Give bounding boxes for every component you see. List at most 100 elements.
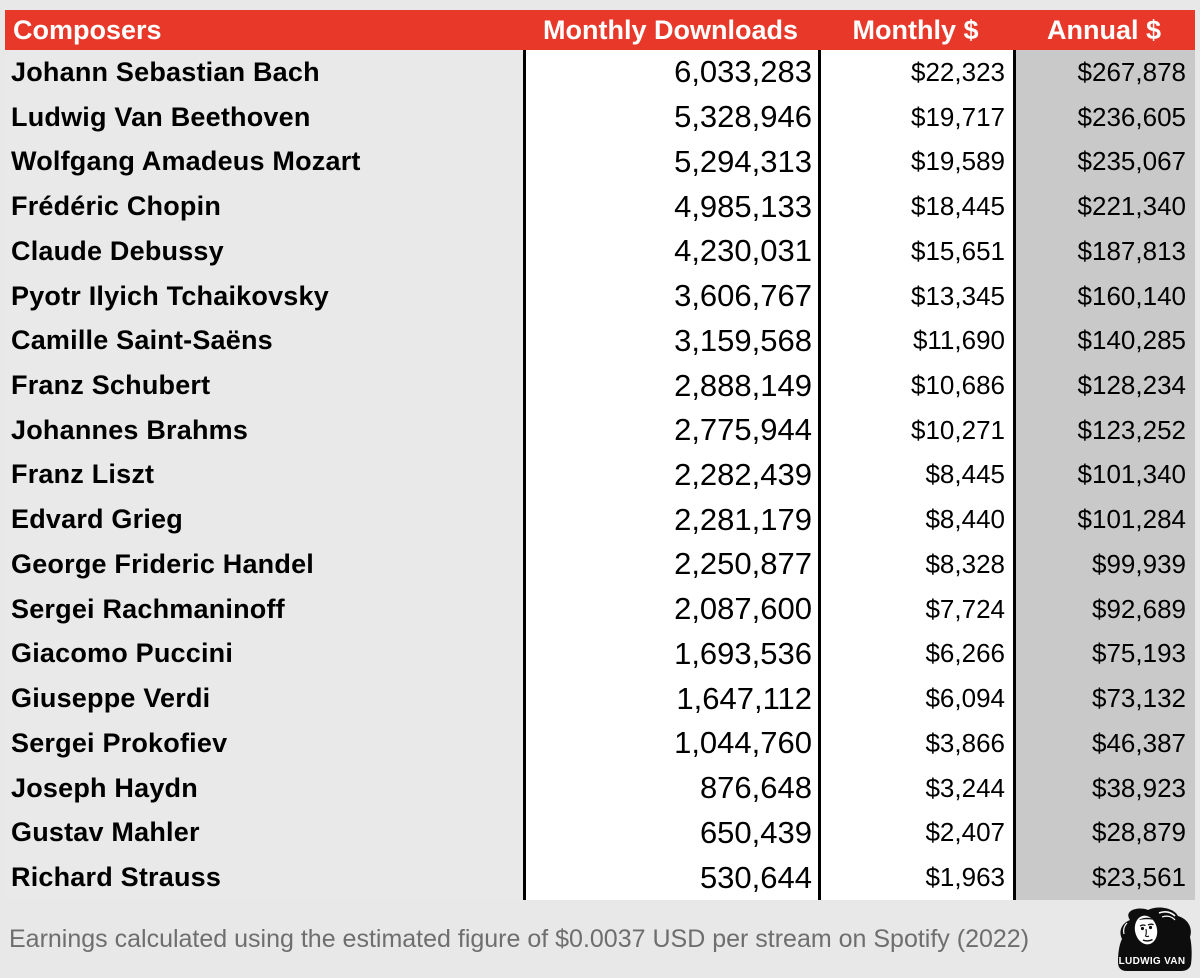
annual-dollars-value: $140,285 [1013, 318, 1195, 364]
table-row: Giacomo Puccini 1,693,536 $6,266 $75,193 [5, 631, 1195, 677]
monthly-downloads-value: 1,693,536 [523, 631, 818, 677]
table-row: Johann Sebastian Bach 6,033,283 $22,323 $26… [5, 50, 1195, 95]
table-row: Richard Strauss 530,644 $1,963 $23,561 [5, 855, 1195, 900]
annual-dollars-value: $38,923 [1013, 765, 1195, 811]
monthly-downloads-value: 2,775,944 [523, 407, 818, 453]
annual-dollars-value: $235,067 [1013, 139, 1195, 185]
monthly-downloads-value: 876,648 [523, 765, 818, 811]
composer-name: Wolfgang Amadeus Mozart [5, 139, 523, 185]
monthly-downloads-value: 530,644 [523, 855, 818, 900]
footnote: Earnings calculated using the estimated … [9, 924, 1030, 953]
monthly-dollars-value: $6,094 [818, 676, 1013, 722]
annual-dollars-value: $99,939 [1013, 542, 1195, 587]
composer-name: Sergei Prokofiev [5, 721, 523, 766]
annual-dollars-value: $236,605 [1013, 94, 1195, 140]
table-row: Wolfgang Amadeus Mozart 5,294,313 $19,589 $… [5, 139, 1195, 185]
composer-name: Franz Schubert [5, 363, 523, 408]
annual-dollars-value: $187,813 [1013, 228, 1195, 274]
table-row: Ludwig Van Beethoven 5,328,946 $19,717 $236… [5, 94, 1195, 140]
monthly-dollars-value: $19,717 [818, 94, 1013, 140]
monthly-downloads-value: 3,606,767 [523, 273, 818, 319]
composer-name: Richard Strauss [5, 855, 523, 900]
monthly-downloads-value: 3,159,568 [523, 318, 818, 364]
composer-name: Edvard Grieg [5, 497, 523, 543]
composer-name: Pyotr Ilyich Tchaikovsky [5, 273, 523, 319]
annual-dollars-value: $92,689 [1013, 586, 1195, 632]
annual-dollars-value: $221,340 [1013, 184, 1195, 229]
monthly-downloads-value: 1,647,112 [523, 676, 818, 722]
monthly-dollars-value: $8,445 [818, 452, 1013, 498]
table-header: Composers Monthly Downloads Monthly $ An… [5, 10, 1195, 50]
monthly-dollars-value: $19,589 [818, 139, 1013, 185]
table-row: Gustav Mahler 650,439 $2,407 $28,879 [5, 810, 1195, 856]
monthly-dollars-value: $18,445 [818, 184, 1013, 229]
table-row: Sergei Prokofiev 1,044,760 $3,866 $46,387 [5, 721, 1195, 766]
composer-name: Johannes Brahms [5, 407, 523, 453]
composer-name: Joseph Haydn [5, 765, 523, 811]
annual-dollars-value: $23,561 [1013, 855, 1195, 900]
monthly-dollars-value: $6,266 [818, 631, 1013, 677]
monthly-downloads-value: 2,282,439 [523, 452, 818, 498]
composer-name: Camille Saint-Saëns [5, 318, 523, 364]
annual-dollars-value: $123,252 [1013, 407, 1195, 453]
table-row: Joseph Haydn 876,648 $3,244 $38,923 [5, 765, 1195, 811]
composer-name: Gustav Mahler [5, 810, 523, 856]
annual-dollars-value: $101,284 [1013, 497, 1195, 543]
table-row: Camille Saint-Saëns 3,159,568 $11,690 $140,… [5, 318, 1195, 364]
annual-dollars-value: $28,879 [1013, 810, 1195, 856]
ludwig-van-logo: LUDWIG VAN [1115, 907, 1193, 971]
composer-name: Claude Debussy [5, 228, 523, 274]
monthly-dollars-value: $8,328 [818, 542, 1013, 587]
monthly-downloads-value: 650,439 [523, 810, 818, 856]
table-row: Pyotr Ilyich Tchaikovsky 3,606,767 $13,345… [5, 273, 1195, 319]
monthly-downloads-value: 4,230,031 [523, 228, 818, 274]
monthly-dollars-value: $10,686 [818, 363, 1013, 408]
monthly-dollars-value: $2,407 [818, 810, 1013, 856]
composer-name: Johann Sebastian Bach [5, 50, 523, 95]
composer-name: George Frideric Handel [5, 542, 523, 587]
composer-name: Ludwig Van Beethoven [5, 94, 523, 140]
monthly-dollars-value: $15,651 [818, 228, 1013, 274]
monthly-downloads-value: 2,087,600 [523, 586, 818, 632]
table-row: Johannes Brahms 2,775,944 $10,271 $123,252 [5, 407, 1195, 453]
monthly-dollars-value: $3,244 [818, 765, 1013, 811]
composer-name: Franz Liszt [5, 452, 523, 498]
monthly-downloads-value: 5,328,946 [523, 94, 818, 140]
annual-dollars-value: $128,234 [1013, 363, 1195, 408]
monthly-dollars-value: $10,271 [818, 407, 1013, 453]
table-row: Edvard Grieg 2,281,179 $8,440 $101,284 [5, 497, 1195, 543]
monthly-dollars-value: $3,866 [818, 721, 1013, 766]
table-row: Sergei Rachmaninoff 2,087,600 $7,724 $92,68… [5, 586, 1195, 632]
composer-name: Giuseppe Verdi [5, 676, 523, 722]
monthly-downloads-value: 4,985,133 [523, 184, 818, 229]
header-monthly-downloads: Monthly Downloads [543, 14, 798, 45]
footer: Earnings calculated using the estimated … [5, 903, 1195, 975]
monthly-dollars-value: $1,963 [818, 855, 1013, 900]
annual-dollars-value: $101,340 [1013, 452, 1195, 498]
monthly-downloads-value: 2,281,179 [523, 497, 818, 543]
table-row: George Frideric Handel 2,250,877 $8,328 $99… [5, 542, 1195, 587]
composers-table: Composers Monthly Downloads Monthly $ An… [5, 10, 1195, 900]
composer-name: Frédéric Chopin [5, 184, 523, 229]
beethoven-silhouette-icon [1118, 907, 1192, 971]
composer-name: Giacomo Puccini [5, 631, 523, 677]
annual-dollars-value: $46,387 [1013, 721, 1195, 766]
monthly-dollars-value: $7,724 [818, 586, 1013, 632]
annual-dollars-value: $160,140 [1013, 273, 1195, 319]
header-annual-dollars: Annual $ [1046, 14, 1161, 45]
annual-dollars-value: $75,193 [1013, 631, 1195, 677]
monthly-dollars-value: $13,345 [818, 273, 1013, 319]
table-row: Frédéric Chopin 4,985,133 $18,445 $221,340 [5, 184, 1195, 229]
annual-dollars-value: $267,878 [1013, 50, 1195, 95]
logo-text: LUDWIG VAN [1118, 956, 1186, 967]
monthly-downloads-value: 5,294,313 [523, 139, 818, 185]
monthly-dollars-value: $22,323 [818, 50, 1013, 95]
header-monthly-dollars: Monthly $ [852, 14, 979, 45]
monthly-downloads-value: 6,033,283 [523, 50, 818, 95]
monthly-dollars-value: $8,440 [818, 497, 1013, 543]
composer-name: Sergei Rachmaninoff [5, 586, 523, 632]
table-row: Claude Debussy 4,230,031 $15,651 $187,813 [5, 228, 1195, 274]
table-body: Johann Sebastian Bach 6,033,283 $22,323 $26… [5, 50, 1195, 900]
header-composers: Composers [13, 14, 162, 45]
